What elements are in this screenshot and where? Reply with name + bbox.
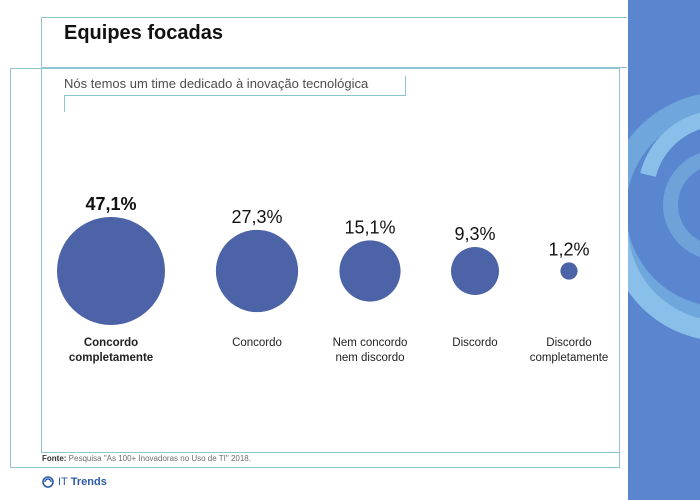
header-divider — [41, 67, 627, 68]
sidebar-swirl-graphic — [628, 94, 700, 339]
category-label-0-line-1: completamente — [69, 352, 153, 364]
page-title: Equipes focadas — [64, 22, 223, 44]
bubble-1 — [215, 229, 299, 313]
value-label-0: 47,1% — [85, 194, 136, 214]
frame-inner-vertical — [41, 68, 42, 453]
brand-logo: IT Trends — [42, 476, 107, 488]
bubble-chart: 47,1% Concordo completamente 27,3% Concordo 1… — [57, 194, 609, 364]
category-label-4-line-0: Discordo — [546, 337, 591, 349]
bubble-0 — [57, 217, 165, 325]
category-label-3-line-0: Discordo — [452, 337, 497, 349]
value-label-3: 9,3% — [454, 224, 495, 244]
brand-it: IT — [58, 476, 68, 488]
category-label-2-line-0: Nem concordo — [333, 337, 408, 349]
bubble-4 — [560, 262, 578, 280]
category-label-2-line-1: nem discordo — [335, 352, 404, 364]
bubble-2 — [339, 240, 401, 302]
source-label: Fonte: — [42, 454, 67, 463]
source-text: Pesquisa "As 100+ Inovadoras no Uso de T… — [66, 454, 251, 463]
category-label-1-line-0: Concordo — [232, 337, 282, 349]
subtitle-bracket-left — [64, 95, 65, 112]
chart-subtitle: Nós temos um time dedicado à inovação te… — [64, 76, 369, 91]
value-label-2: 15,1% — [344, 217, 395, 237]
bubble-3 — [451, 247, 499, 295]
value-label-4: 1,2% — [548, 239, 589, 259]
decorative-sidebar — [628, 0, 700, 500]
category-label-4-line-1: completamente — [530, 352, 609, 364]
brand-icon — [42, 476, 54, 488]
value-label-1: 27,3% — [231, 207, 282, 227]
subtitle-underline — [64, 95, 405, 96]
chart-frame — [10, 68, 620, 468]
subtitle-bracket-right — [405, 76, 406, 96]
category-label-0-line-0: Concordo — [84, 337, 138, 349]
brand-trends: Trends — [70, 476, 107, 488]
source-note: Fonte: Pesquisa "As 100+ Inovadoras no U… — [42, 454, 251, 463]
frame-inner-horizontal — [41, 452, 620, 453]
header-frame — [41, 17, 627, 67]
